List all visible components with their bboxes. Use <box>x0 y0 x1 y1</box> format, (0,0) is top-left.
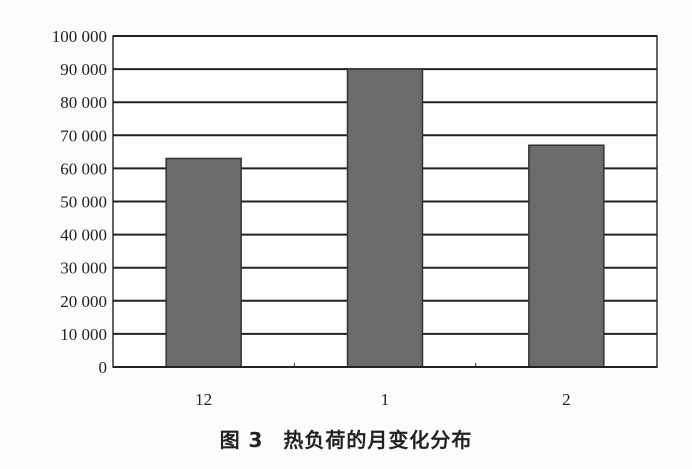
y-tick-label: 30 000 <box>60 259 107 278</box>
y-tick-label: 40 000 <box>60 226 107 245</box>
y-tick-label: 10 000 <box>60 325 107 344</box>
y-tick-label: 50 000 <box>60 193 107 212</box>
bar-2 <box>528 144 605 368</box>
figure-title: 热负荷的月变化分布 <box>283 428 473 452</box>
y-tick-label: 100 000 <box>52 27 107 46</box>
y-tick-label: 90 000 <box>60 60 107 79</box>
x-tick-label: 12 <box>195 390 212 409</box>
y-tick-label: 0 <box>99 358 108 377</box>
y-tick-label: 70 000 <box>60 126 107 145</box>
x-tick-label: 1 <box>381 390 390 409</box>
y-tick-label: 20 000 <box>60 292 107 311</box>
figure-caption: 图 3 热负荷的月变化分布 <box>0 424 692 453</box>
y-tick-label: 60 000 <box>60 159 107 178</box>
y-tick-label: 80 000 <box>60 93 107 112</box>
bar-1 <box>346 68 424 368</box>
bar-12 <box>165 157 242 368</box>
figure-number: 图 3 <box>219 428 264 452</box>
x-tick-label: 2 <box>562 390 571 409</box>
